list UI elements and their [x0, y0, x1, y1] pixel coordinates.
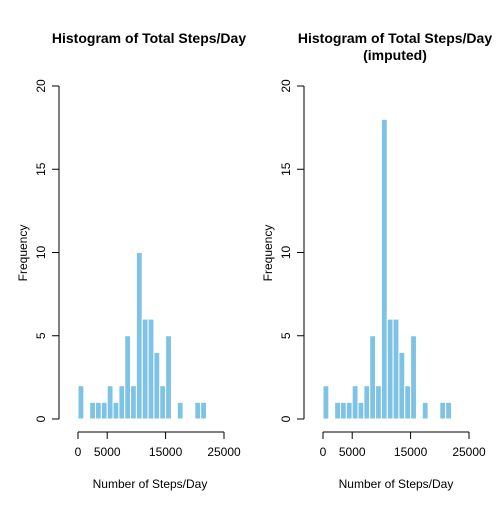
x-tick-label: 0: [320, 445, 327, 459]
x-tick-label: 15000: [394, 445, 428, 459]
histogram-bar: [159, 385, 167, 420]
x-axis: 0 5000 15000 25000: [320, 431, 486, 459]
histogram-bar: [357, 401, 365, 420]
histogram-bar: [398, 351, 406, 420]
histogram-bar: [100, 401, 108, 420]
histogram-bar: [135, 252, 143, 420]
y-axis-label: Frequency: [16, 225, 30, 282]
histogram-bar: [176, 401, 184, 420]
histogram-bar: [445, 401, 452, 420]
histogram-bar: [375, 385, 382, 420]
chart-panel-steps: Histogram of Total Steps/Day 0 5000 15000 2…: [16, 30, 246, 491]
chart-title: Histogram of Total Steps/Day: [52, 30, 246, 46]
histogram-bar: [404, 385, 412, 420]
x-axis: 0 5000 15000 25000: [75, 431, 241, 459]
y-tick-label: 5: [34, 332, 48, 339]
histogram-bar: [386, 318, 394, 420]
chart-panel-steps-imputed: Histogram of Total Steps/Day (imputed) 0…: [261, 30, 492, 491]
histogram-bar: [118, 385, 126, 420]
x-tick-label: 5000: [94, 445, 121, 459]
chart-subtitle-line: (imputed): [363, 47, 427, 63]
y-tick-label: 20: [279, 79, 293, 93]
x-axis-label: Number of Steps/Day: [339, 477, 454, 491]
histogram-bar: [380, 118, 388, 420]
histogram-bar: [421, 401, 429, 420]
histogram-bar: [334, 401, 342, 420]
y-axis: 0 5 10 15 20: [279, 79, 305, 422]
histogram-bar: [141, 318, 149, 420]
y-tick-label: 15: [279, 162, 293, 176]
y-tick-label: 10: [34, 246, 48, 260]
histogram-bar: [392, 318, 400, 420]
histogram-bar: [165, 335, 172, 420]
histogram-bar: [351, 385, 359, 420]
x-axis-label: Number of Steps/Day: [93, 477, 208, 491]
x-tick-label: 25000: [452, 445, 486, 459]
histogram-bar: [439, 401, 447, 420]
y-tick-label: 0: [34, 415, 48, 422]
histogram-bar: [130, 385, 137, 420]
histogram-bar: [77, 385, 85, 420]
y-tick-label: 15: [34, 162, 48, 176]
y-tick-label: 10: [279, 246, 293, 260]
x-tick-label: 0: [75, 445, 82, 459]
y-tick-label: 5: [279, 332, 293, 339]
chart-title: Histogram of Total Steps/Day (imputed): [298, 30, 492, 63]
histogram-bar: [106, 385, 114, 420]
histogram-bar: [194, 401, 202, 420]
y-axis: 0 5 10 15 20: [34, 79, 60, 422]
histogram-bar: [153, 351, 161, 420]
histogram-bar: [124, 335, 132, 420]
y-tick-label: 20: [34, 79, 48, 93]
y-axis-label: Frequency: [261, 225, 275, 282]
x-tick-label: 5000: [339, 445, 366, 459]
histogram-bar: [410, 335, 417, 420]
histogram-bar: [95, 401, 102, 420]
histogram-bar: [345, 401, 353, 420]
histogram-bar: [340, 401, 347, 420]
x-tick-label: 25000: [207, 445, 241, 459]
bars-group: [77, 252, 207, 420]
histogram-bar: [89, 401, 97, 420]
histogram-bar: [322, 385, 330, 420]
bars-group: [322, 118, 452, 420]
chart-title-line: Histogram of Total Steps/Day: [52, 30, 246, 46]
chart-title-line: Histogram of Total Steps/Day: [298, 30, 492, 46]
histogram-bar: [363, 385, 371, 420]
histogram-bar: [112, 401, 120, 420]
histogram-bar: [200, 401, 207, 420]
histogram-bar: [147, 318, 155, 420]
x-tick-label: 15000: [149, 445, 183, 459]
histogram-bar: [369, 335, 377, 420]
y-tick-label: 0: [279, 415, 293, 422]
